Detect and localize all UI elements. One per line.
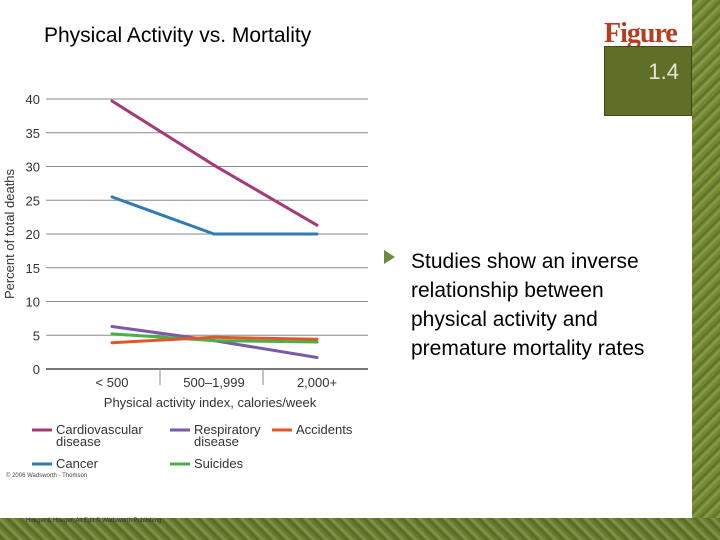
y-tick-label-35: 35 — [26, 126, 40, 141]
copyright-note: © 2006 Wadsworth - Thomson — [6, 473, 88, 479]
legend-label-respiratory: disease — [194, 434, 239, 449]
y-tick-label-0: 0 — [33, 362, 40, 377]
x-tick-label-2: 2,000+ — [297, 375, 337, 390]
y-tick-label-20: 20 — [26, 227, 40, 242]
data-point-cancer-0 — [110, 195, 114, 199]
y-tick-label-15: 15 — [26, 261, 40, 276]
y-tick-label-25: 25 — [26, 193, 40, 208]
decorative-bottom-strip — [0, 518, 720, 540]
data-point-cancer-2 — [315, 232, 319, 236]
series-line-cancer — [111, 195, 317, 236]
data-point-cardio-1 — [212, 163, 216, 167]
data-point-cardio-0 — [110, 99, 114, 103]
legend-label-cancer: Cancer — [56, 456, 99, 471]
legend-label-cardio: disease — [56, 434, 101, 449]
data-point-suicides-0 — [110, 332, 114, 336]
mortality-line-chart: 0 5 10 15 20 25 30 35 40 < 500 500–1,999 2,000+ Phys… — [2, 92, 368, 471]
figure-label: Figure — [604, 18, 678, 49]
data-point-suicides-1 — [212, 339, 216, 343]
bullet-arrow-icon — [384, 250, 395, 264]
data-point-cardio-2 — [315, 223, 319, 227]
y-tick-label-40: 40 — [26, 92, 40, 107]
data-point-suicides-2 — [315, 340, 319, 344]
publisher-note: Hoeger & Hoeger, Alt Edit © Wadsworth Pu… — [26, 518, 162, 524]
decorative-texture-strip — [692, 0, 720, 540]
slide-title: Physical Activity vs. Mortality — [44, 24, 312, 47]
data-point-cancer-1 — [212, 232, 216, 236]
legend-label-cardio: Cardiovascular — [56, 422, 143, 437]
legend-label-suicides: Suicides — [194, 456, 244, 471]
y-axis-label: Percent of total deaths — [2, 168, 17, 299]
x-axis-label: Physical activity index, calories/week — [104, 395, 317, 410]
x-tick-label-1: 500–1,999 — [183, 375, 244, 390]
data-point-accidents-0 — [110, 341, 114, 345]
figure-number-box: 1.4 — [604, 46, 692, 116]
y-tick-label-30: 30 — [26, 160, 40, 175]
y-tick-label-5: 5 — [33, 328, 40, 343]
figure-number: 1.4 — [648, 59, 679, 84]
data-point-accidents-1 — [212, 335, 216, 339]
legend-label-accidents: Accidents — [296, 422, 353, 437]
data-point-respiratory-0 — [110, 325, 114, 328]
bullet-text: Studies show an inverse relationship bet… — [411, 250, 645, 360]
x-tick-label-0: < 500 — [96, 375, 129, 390]
data-point-accidents-2 — [315, 337, 319, 341]
y-tick-label-10: 10 — [26, 295, 40, 310]
data-point-respiratory-2 — [315, 356, 319, 359]
legend-label-respiratory: Respiratory — [194, 422, 261, 437]
